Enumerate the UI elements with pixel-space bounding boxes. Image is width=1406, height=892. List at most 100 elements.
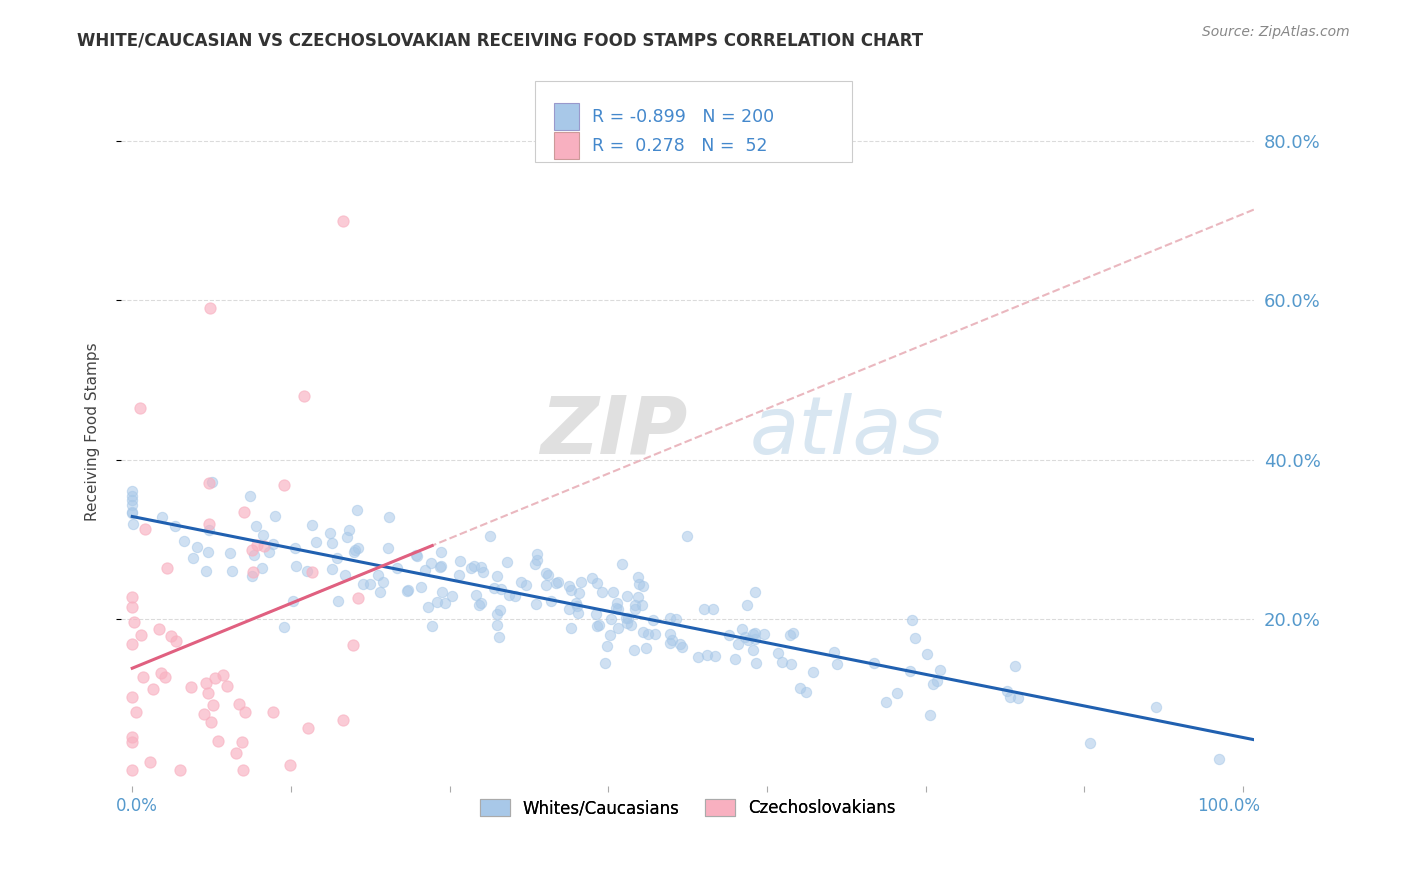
Text: ZIP: ZIP (540, 392, 688, 471)
Point (620, 617, 643, 632)
Point (901, 613, 924, 627)
Point (468, 598, 491, 612)
Point (724, 652, 747, 666)
Point (160, 629, 183, 643)
Text: 100.0%: 100.0% (1197, 797, 1260, 815)
Point (156, 561, 179, 575)
Point (752, 627, 775, 641)
Point (396, 583, 419, 598)
Point (377, 541, 399, 555)
Point (606, 596, 628, 610)
Point (240, 542, 263, 557)
Point (623, 643, 645, 657)
Point (342, 638, 364, 652)
Point (197, 686, 219, 700)
Point (121, 735, 143, 749)
Point (489, 582, 512, 597)
Point (470, 559, 492, 574)
Point (588, 617, 610, 632)
Point (169, 764, 191, 778)
Point (294, 389, 316, 403)
Point (139, 755, 162, 769)
Point (242, 548, 264, 562)
Point (225, 747, 247, 761)
Point (898, 665, 921, 679)
Point (627, 577, 650, 591)
Point (301, 565, 323, 579)
Point (150, 509, 173, 524)
Point (257, 545, 280, 559)
Point (686, 650, 709, 665)
Point (343, 545, 366, 559)
Point (637, 627, 659, 641)
Point (134, 522, 156, 536)
Point (367, 568, 389, 582)
Point (215, 679, 238, 693)
Point (581, 571, 603, 585)
Point (526, 552, 548, 566)
Point (332, 713, 354, 727)
Point (429, 545, 451, 559)
Point (780, 657, 803, 671)
Point (591, 585, 613, 599)
Point (426, 595, 449, 609)
Point (264, 508, 287, 523)
Point (121, 498, 143, 512)
Point (121, 764, 143, 778)
Point (524, 557, 547, 571)
Point (371, 575, 394, 590)
Point (544, 576, 567, 591)
Point (827, 657, 849, 671)
Point (586, 619, 609, 633)
Point (295, 564, 318, 578)
Point (560, 582, 582, 597)
Point (862, 656, 884, 670)
Point (929, 663, 952, 677)
Point (766, 646, 789, 660)
Point (627, 590, 650, 604)
Point (668, 637, 690, 651)
Point (614, 611, 637, 625)
Point (1000, 690, 1022, 704)
Point (904, 632, 927, 646)
Point (1007, 690, 1029, 705)
Point (449, 554, 471, 568)
Point (262, 537, 284, 551)
Point (600, 612, 623, 626)
Point (129, 627, 152, 641)
Point (567, 606, 589, 620)
Point (741, 643, 763, 657)
Point (305, 534, 328, 549)
Point (195, 675, 218, 690)
Point (195, 564, 218, 578)
Point (346, 503, 368, 517)
Point (430, 584, 453, 599)
Point (1078, 735, 1101, 749)
Point (201, 698, 224, 712)
Point (233, 705, 256, 719)
Point (132, 670, 155, 684)
Point (486, 618, 509, 632)
Point (284, 541, 307, 555)
Point (385, 560, 408, 574)
Point (1208, 752, 1230, 766)
Point (368, 584, 391, 599)
Point (180, 681, 202, 695)
Point (537, 568, 560, 582)
Point (121, 517, 143, 532)
Point (352, 577, 374, 591)
Point (779, 627, 801, 641)
Point (142, 682, 165, 697)
Point (564, 596, 586, 610)
Point (565, 599, 588, 613)
Point (540, 594, 562, 608)
Text: atlas: atlas (749, 392, 945, 471)
Point (602, 585, 624, 599)
Point (245, 519, 267, 533)
Point (121, 506, 143, 520)
Point (440, 589, 463, 603)
Point (221, 564, 243, 578)
Point (789, 681, 811, 696)
Point (703, 649, 725, 664)
Point (204, 672, 226, 686)
